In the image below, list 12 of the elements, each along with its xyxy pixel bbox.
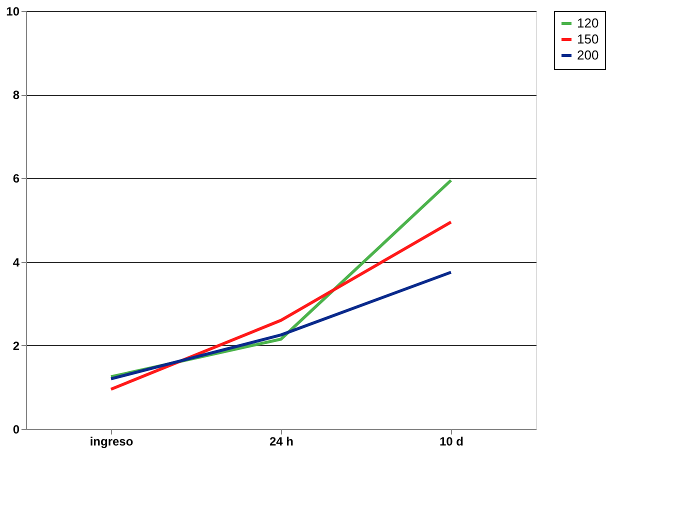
y-tick-label: 10 [6,4,20,18]
y-tick-label: 2 [12,338,20,353]
legend-label: 150 [577,32,599,46]
y-tick-label: 6 [12,172,20,186]
x-tick-label: ingreso [90,434,134,448]
legend-label: 200 [577,48,599,62]
x-tick-label: 10 d [439,434,464,448]
y-tick-label: 4 [12,255,20,270]
y-tick-label: 0 [12,422,20,436]
y-tick-label: 8 [12,88,20,102]
legend-label: 120 [577,16,599,30]
x-tick-label: 24 h [269,434,294,448]
